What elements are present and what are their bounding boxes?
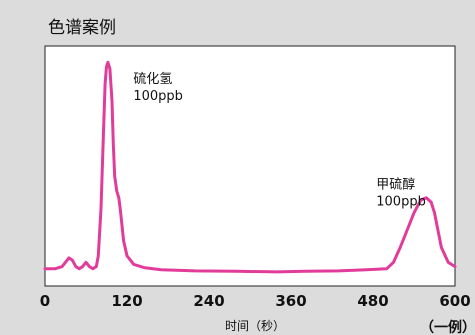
peak-annotation-line: 100ppb [376,194,426,209]
peak-annotation-line: 硫化氢 [133,72,172,87]
series-line [43,60,457,274]
peak-annotation: 甲硫醇 100ppb [376,176,426,209]
x-axis-ticks: 0 120 240 360 480 600 [40,292,471,310]
chart-title: 色谱案例 [48,18,116,38]
x-tick-label: 240 [193,292,224,310]
peak-annotation-line: 100ppb [133,89,183,104]
x-tick-label: 0 [40,292,50,310]
peak-annotation: 硫化氢 100ppb [133,72,183,104]
x-axis-label: 时间（秒） [225,319,285,333]
chart-note: （一例） [420,319,475,335]
peak-annotation-line: 甲硫醇 [376,176,415,192]
x-tick-label: 600 [439,292,470,310]
x-tick-label: 360 [275,292,306,310]
x-tick-label: 480 [357,292,388,310]
x-tick-label: 120 [111,292,142,310]
peak-annotations: 硫化氢 100ppb 甲硫醇 100ppb [133,72,425,209]
